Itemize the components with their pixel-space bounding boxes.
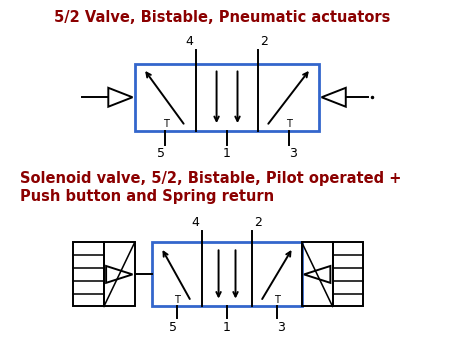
Bar bbox=[152, 243, 302, 307]
Bar bbox=[333, 243, 364, 307]
Text: 1: 1 bbox=[223, 321, 231, 334]
Text: 2: 2 bbox=[255, 216, 263, 229]
Text: 2: 2 bbox=[261, 35, 268, 48]
Text: T: T bbox=[286, 119, 292, 129]
Bar bbox=[104, 243, 135, 307]
Text: 4: 4 bbox=[186, 35, 193, 48]
Text: 5: 5 bbox=[157, 147, 165, 160]
Text: Solenoid valve, 5/2, Bistable, Pilot operated +
Push button and Spring return: Solenoid valve, 5/2, Bistable, Pilot ope… bbox=[20, 172, 402, 204]
Bar bbox=[73, 243, 104, 307]
Text: 1: 1 bbox=[223, 147, 231, 160]
Bar bbox=[302, 243, 333, 307]
Text: 5: 5 bbox=[169, 321, 177, 334]
Text: 3: 3 bbox=[289, 147, 297, 160]
Text: T: T bbox=[163, 119, 168, 129]
Bar bbox=[135, 63, 319, 131]
Text: 4: 4 bbox=[191, 216, 200, 229]
Text: 5/2 Valve, Bistable, Pneumatic actuators: 5/2 Valve, Bistable, Pneumatic actuators bbox=[55, 10, 391, 25]
Text: 3: 3 bbox=[277, 321, 285, 334]
Text: T: T bbox=[174, 295, 180, 305]
Text: T: T bbox=[274, 295, 280, 305]
